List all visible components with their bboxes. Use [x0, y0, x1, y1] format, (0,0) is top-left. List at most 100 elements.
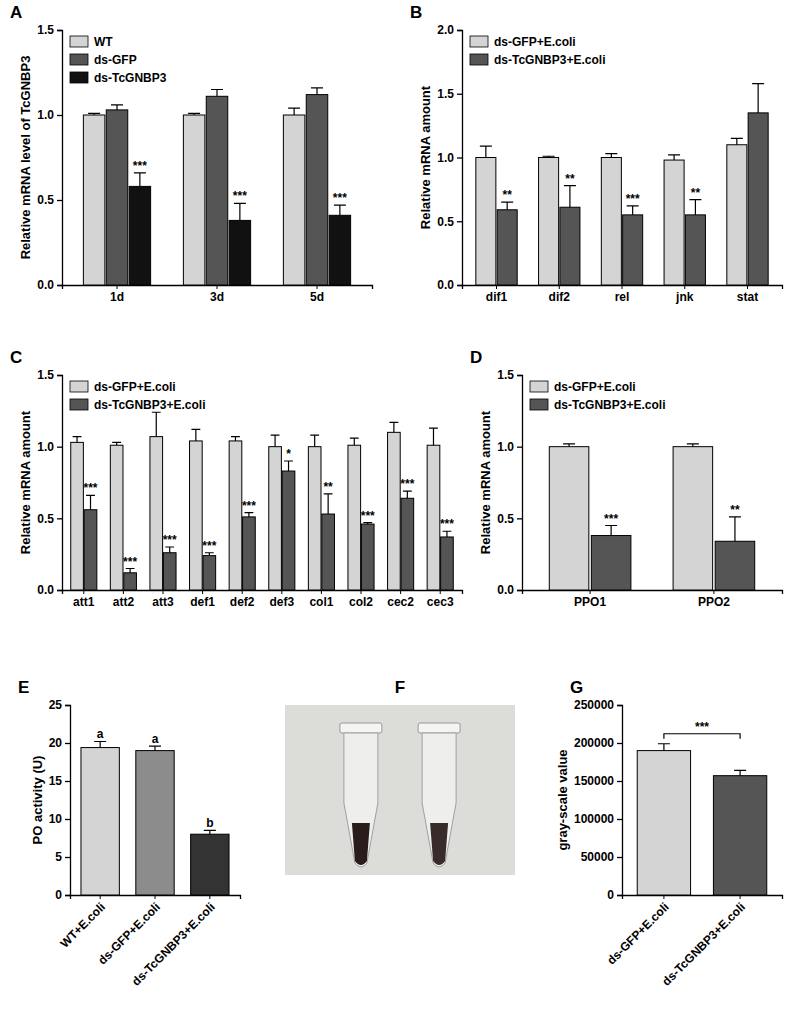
y-axis-title: Relative mRNA amount [418, 85, 433, 229]
bar [497, 210, 517, 285]
x-tick: att2 [113, 590, 135, 609]
y-tick-label: 1.0 [437, 151, 454, 165]
x-tick: ds-TcGNBP3+E.coli [659, 895, 748, 989]
y-tick: 0.5 [497, 512, 522, 526]
error-bar [244, 513, 253, 517]
x-tick-label: 5d [310, 290, 324, 304]
x-axis: 1d3d5d [63, 285, 373, 304]
y-tick-label: 50000 [581, 850, 615, 864]
x-axis: PPO1PPO2 [523, 590, 783, 609]
y-tick: 0.0 [437, 278, 462, 292]
bar [441, 537, 454, 590]
x-axis-line [63, 591, 463, 595]
legend-label: ds-GFP [94, 53, 137, 67]
error-bar [165, 547, 174, 553]
y-tick-label: 0.0 [37, 583, 54, 597]
y-tick-label: 2.0 [437, 23, 454, 37]
tube-body [422, 733, 456, 867]
y-axis-title: gray-scale value [555, 749, 570, 850]
bar [243, 517, 256, 590]
error-bar [731, 138, 743, 144]
x-tick-label: ds-TcGNBP3+E.coli [129, 900, 218, 989]
plot-marks [83, 88, 350, 285]
bar [713, 776, 766, 895]
error-bar [134, 173, 146, 187]
x-tick: ds-TcGNBP3+E.coli [129, 895, 218, 989]
x-tick: att1 [73, 590, 95, 609]
x-tick-mark [440, 590, 441, 594]
error-bar [605, 154, 617, 158]
y-tick-label: 5 [55, 850, 62, 864]
y-tick-label: 20 [49, 736, 63, 750]
x-tick: cec2 [387, 590, 414, 609]
plot-marks [81, 741, 229, 895]
bar [476, 158, 496, 286]
x-axis-line [463, 286, 783, 290]
x-tick: att3 [152, 590, 174, 609]
y-tick: 0 [55, 888, 70, 902]
error-bar [271, 435, 280, 446]
y-tick: 250000 [574, 698, 622, 712]
x-tick-label: jnk [675, 290, 694, 304]
y-tick-label: 1.5 [37, 368, 54, 382]
significance-label: a [97, 727, 104, 741]
legend: ds-GFP+E.colids-TcGNBP3+E.coli [70, 380, 205, 412]
x-tick: 5d [310, 285, 324, 304]
y-tick-label: 0.5 [37, 193, 54, 207]
y-axis: 0.00.51.01.5 [37, 23, 62, 292]
legend-swatch [70, 72, 88, 83]
y-tick-mark [457, 157, 462, 158]
y-axis: 0510152025 [49, 698, 71, 902]
significance-label: *** [133, 159, 147, 173]
x-tick-label: cec2 [387, 595, 414, 609]
y-tick-label: 200000 [574, 736, 614, 750]
x-tick-label: 3d [210, 290, 224, 304]
tube-liquid [352, 823, 370, 865]
x-tick-label: stat [737, 290, 758, 304]
x-axis-line [63, 286, 373, 290]
error-bar [687, 444, 699, 447]
bar [83, 115, 105, 285]
y-tick: 100000 [574, 812, 622, 826]
panel-label: F [395, 678, 405, 697]
plot-marks [71, 412, 454, 590]
x-tick: cec3 [427, 590, 454, 609]
error-bar [543, 156, 555, 157]
y-tick: 20 [49, 736, 70, 750]
x-tick-mark [117, 285, 118, 289]
significance-label: *** [695, 720, 709, 734]
error-bar [126, 569, 135, 573]
error-bar [729, 517, 741, 541]
y-axis: 0.00.51.01.5 [497, 368, 522, 597]
significance-label: *** [400, 477, 414, 491]
legend-swatch [470, 36, 488, 47]
y-tick: 0.5 [37, 512, 62, 526]
x-tick: stat [737, 285, 758, 304]
bar [191, 834, 229, 895]
error-bar [605, 526, 617, 536]
error-bar [111, 105, 123, 110]
bar [206, 96, 228, 285]
error-bar [231, 437, 240, 441]
x-axis-line [523, 591, 783, 595]
y-tick-mark [65, 781, 70, 782]
x-tick: WT+E.coli [57, 895, 108, 950]
bar [715, 541, 755, 590]
tube-body [344, 733, 378, 867]
y-tick-label: 0 [607, 888, 614, 902]
error-bar [149, 746, 161, 751]
y-tick-label: 0.5 [37, 512, 54, 526]
error-bar [734, 770, 746, 775]
x-tick-label: def3 [269, 595, 294, 609]
error-bar [564, 186, 576, 208]
y-axis-title: PO activity (U) [30, 756, 45, 845]
x-tick-mark [202, 590, 203, 594]
plot-marks [476, 84, 768, 285]
x-tick-mark [242, 590, 243, 594]
y-axis-line [57, 31, 63, 286]
x-tick: ds-GFP+E.coli [604, 895, 672, 967]
x-tick-label: rel [615, 290, 630, 304]
error-bar [689, 200, 701, 215]
bar [308, 447, 321, 590]
legend-swatch [530, 381, 548, 392]
